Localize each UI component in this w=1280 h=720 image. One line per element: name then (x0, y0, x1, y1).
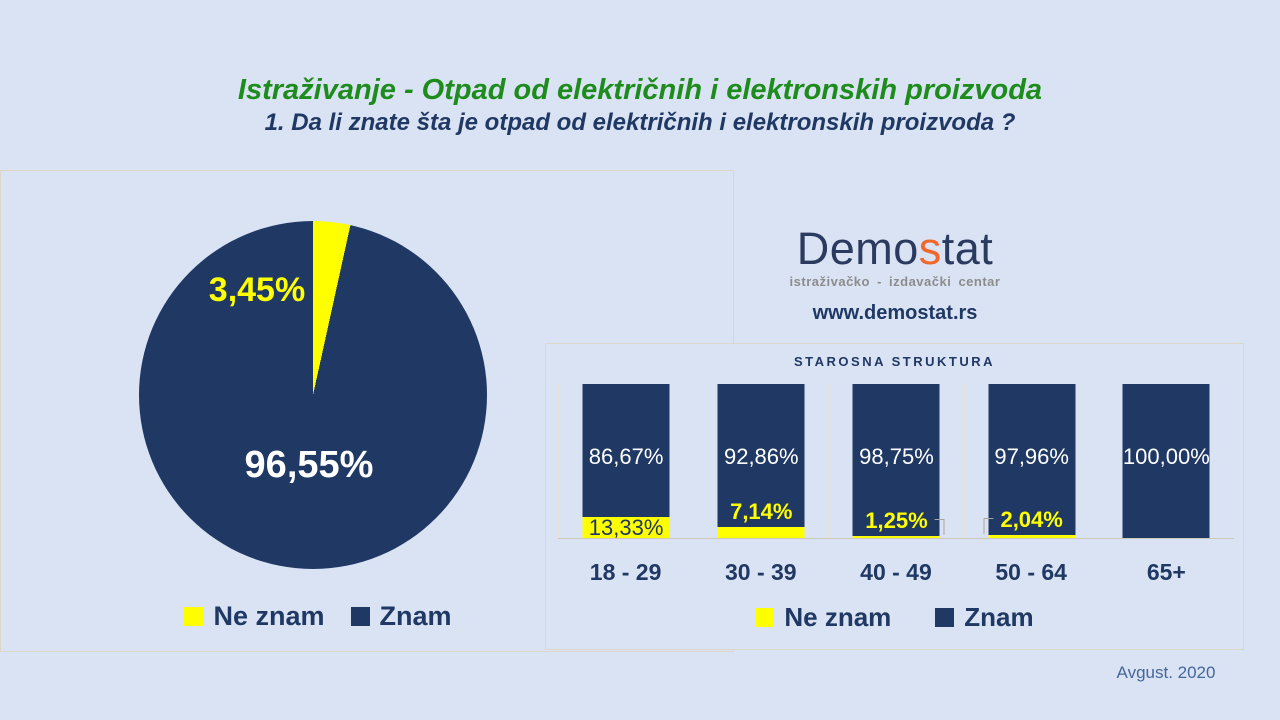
bar-column: 86,67% 13,33% (558, 384, 693, 540)
znam-segment (988, 384, 1076, 535)
znam-value-label: 100,00% (1122, 444, 1210, 469)
ne-znam-segment (988, 534, 1076, 538)
logo-wordmark: Demostat (745, 226, 1045, 271)
znam-value-label: 92,86% (723, 444, 799, 469)
bar-chart-plot-area: 86,67% 13,33% 92,86% 7,14% 98,75% 1,25% 97,96%… (558, 384, 1234, 540)
pie-chart (139, 221, 487, 569)
stacked-bar: 92,86% 7,14% (717, 384, 805, 538)
legend-item-ne-znam: Ne znam (755, 602, 891, 633)
ne-znam-value-label: 1,25% (865, 508, 928, 534)
legend-item-znam: Znam (935, 602, 1034, 633)
bar-column: 92,86% 7,14% (693, 384, 828, 538)
page-subtitle: 1. Da li znate šta je otpad od električn… (264, 109, 1016, 136)
x-axis-label: 18 - 29 (589, 559, 662, 585)
ne-znam-value-label: 7,14% (730, 499, 793, 525)
legend-label-znam: Znam (964, 602, 1034, 632)
pie-legend: Ne znam Znam (1, 601, 635, 632)
ne-znam-segment (582, 517, 670, 538)
znam-value-label: 98,75% (859, 444, 934, 469)
logo-tagline: istraživačko - izdavački centar (789, 274, 1001, 289)
pie-value-label-znam: 96,55% (244, 444, 374, 486)
legend-item-znam: Znam (350, 601, 452, 632)
ne-znam-segment (852, 536, 940, 538)
znam-swatch-icon (935, 608, 955, 627)
logo-wordmark-accent: s (918, 223, 942, 274)
ne-znam-value-label: 2,04% (1000, 506, 1063, 532)
pie-chart-panel: 3,45% 96,55% Ne znam Znam (0, 170, 734, 652)
callout-line (983, 518, 994, 534)
stacked-bar: 98,75% 1,25% (852, 384, 945, 538)
ne-znam-value-label: 13,33% (588, 515, 664, 540)
stacked-bar: 100,00% (1122, 384, 1210, 538)
x-axis-label: 50 - 64 (995, 559, 1067, 585)
znam-value-label: 97,96% (994, 444, 1069, 469)
legend-label-ne-znam: Ne znam (213, 601, 325, 631)
x-axis-label: 65+ (1146, 559, 1186, 585)
pie-value-label-ne-znam: 3,45% (208, 271, 306, 309)
znam-segment (852, 384, 940, 537)
logo-website-link[interactable]: www.demostat.rs (812, 302, 978, 324)
bar-column: 97,96% 2,04% (963, 384, 1099, 538)
znam-swatch-icon (350, 607, 370, 626)
ne-znam-swatch-icon (184, 607, 204, 626)
znam-segment (582, 384, 670, 518)
stacked-bar: 97,96% 2,04% (983, 384, 1076, 538)
page-title: Istraživanje - Otpad od električnih i el… (237, 74, 1043, 106)
footer-date: Avgust. 2020 (1116, 663, 1216, 682)
bar-legend: Ne znam Znam (546, 602, 1243, 633)
znam-segment (1122, 384, 1210, 538)
legend-label-znam: Znam (379, 601, 452, 631)
znam-value-label: 86,67% (588, 444, 664, 469)
legend-item-ne-znam: Ne znam (184, 601, 325, 632)
x-axis-labels: 18 - 29 30 - 39 40 - 49 50 - 64 65+ (558, 559, 1234, 586)
demostat-logo: Demostat istraživačko - izdavački centar… (745, 226, 1045, 325)
x-axis-label: 30 - 39 (724, 559, 797, 585)
ne-znam-segment (717, 527, 805, 538)
znam-segment (717, 384, 805, 528)
ne-znam-swatch-icon (755, 608, 775, 627)
bar-chart-panel: STAROSNA STRUKTURA 86,67% 13,33% 92,86% 7,1… (545, 343, 1244, 650)
stacked-bar: 86,67% 13,33% (582, 384, 670, 540)
logo-wordmark-prefix: Demo (796, 223, 919, 274)
x-axis-label: 40 - 49 (860, 559, 932, 585)
legend-label-ne-znam: Ne znam (784, 602, 892, 632)
logo-wordmark-suffix: tat (941, 223, 994, 274)
bar-chart-title: STAROSNA STRUKTURA (794, 354, 995, 369)
bar-column: 100,00% (1098, 384, 1234, 538)
callout-line (934, 519, 945, 535)
bar-column: 98,75% 1,25% (828, 384, 963, 538)
